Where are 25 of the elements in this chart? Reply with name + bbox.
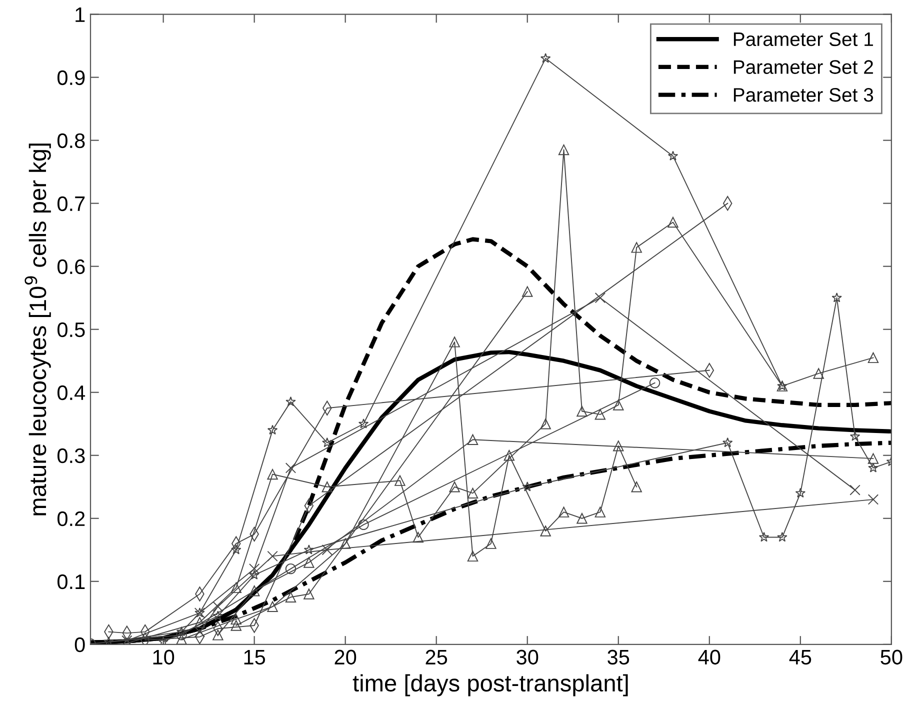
y-tick-label: 0.3 xyxy=(57,448,85,464)
x-tick-label: 25 xyxy=(426,650,448,665)
x-tick-label: 35 xyxy=(608,650,630,665)
y-tick-label: 0.9 xyxy=(57,70,85,86)
legend-label: Parameter Set 2 xyxy=(734,60,873,74)
y-tick-label: 0.5 xyxy=(57,322,85,338)
x-tick-label: 45 xyxy=(789,650,812,665)
legend-label: Parameter Set 3 xyxy=(734,88,874,102)
y-tick-label: 0.1 xyxy=(57,574,85,590)
x-tick-label: 10 xyxy=(153,650,174,665)
x-tick-label: 20 xyxy=(334,650,356,665)
x-tick-label: 15 xyxy=(244,650,266,665)
y-tick-label: 1 xyxy=(76,8,85,22)
y-tick-label: 0.7 xyxy=(57,196,85,212)
x-tick-label: 50 xyxy=(880,650,902,665)
legend-label: Parameter Set 1 xyxy=(734,32,873,46)
x-axis-title: time [days post-transplant] xyxy=(352,674,628,696)
y-tick-label: 0.4 xyxy=(57,385,86,400)
y-axis-title: mature leucocytes [10$^{9}$ cells per kg] xyxy=(24,144,51,516)
y-tick-label: 0.6 xyxy=(57,259,85,274)
x-tick-label: 30 xyxy=(516,650,538,665)
y-tick-label: 0 xyxy=(74,637,85,652)
x-tick-label: 40 xyxy=(698,650,720,665)
y-tick-label: 0.8 xyxy=(57,133,85,148)
y-tick-label: 0.2 xyxy=(57,511,85,526)
